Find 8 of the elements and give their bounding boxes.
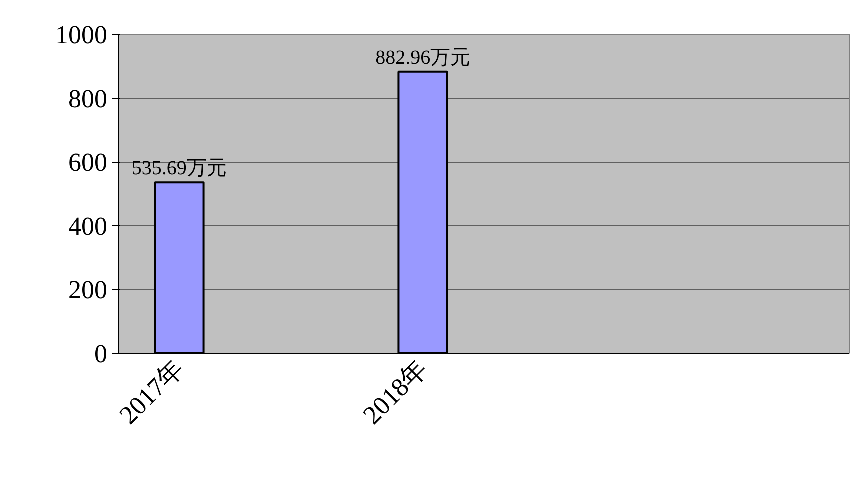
y-tick-label: 800 xyxy=(68,84,108,114)
y-tick-label: 200 xyxy=(68,276,108,305)
y-tick-label: 0 xyxy=(94,340,108,368)
data-label: 535.69万元 xyxy=(132,158,227,180)
y-tick-label: 400 xyxy=(68,212,108,241)
y-tick-label: 600 xyxy=(68,148,108,178)
data-label: 882.96万元 xyxy=(376,46,471,69)
y-tick-label: 1000 xyxy=(56,20,108,50)
